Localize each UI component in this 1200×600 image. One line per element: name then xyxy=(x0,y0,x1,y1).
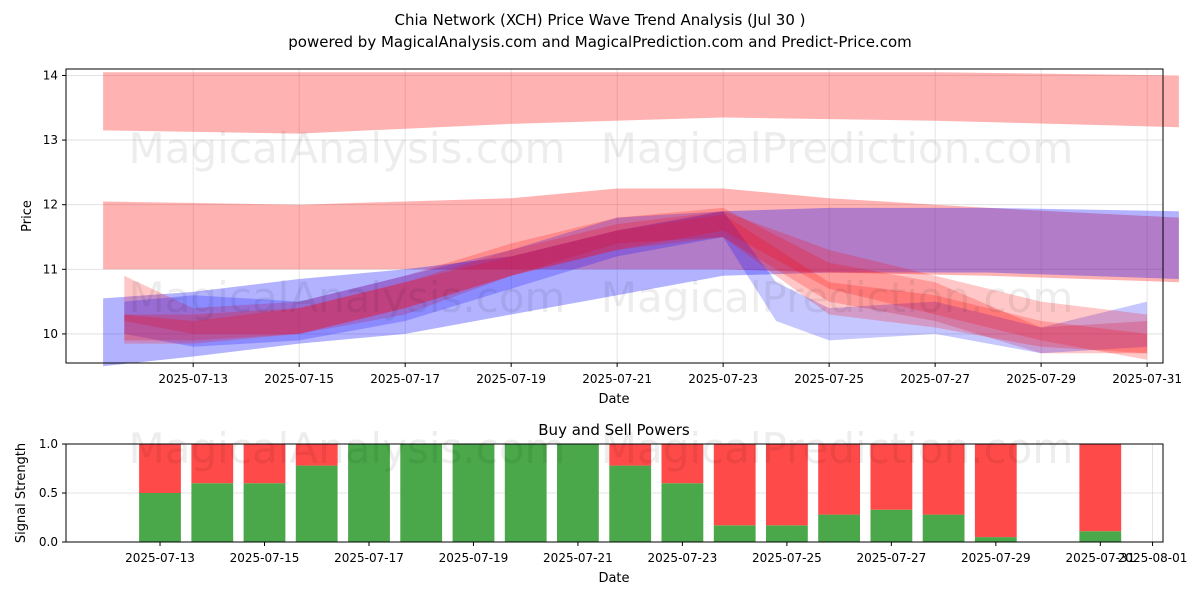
sell-bar xyxy=(922,444,965,515)
buy-bar xyxy=(661,483,704,542)
x-tick-label: 2025-08-01 xyxy=(1118,551,1188,565)
watermark-text: MagicalAnalysis.com xyxy=(129,273,566,322)
buy-bar xyxy=(191,483,234,542)
buy-bar xyxy=(139,493,181,542)
x-tick-label: 2025-07-19 xyxy=(439,551,509,565)
wave-band-red xyxy=(124,211,1148,360)
x-tick-label: 2025-07-23 xyxy=(648,551,718,565)
sell-bar xyxy=(139,444,181,493)
x-tick-label: 2025-07-17 xyxy=(334,551,404,565)
watermark-text: MagicalPrediction.com xyxy=(601,424,1074,473)
chart-title: Chia Network (XCH) Price Wave Trend Anal… xyxy=(394,11,805,29)
chart-subtitle: powered by MagicalAnalysis.com and Magic… xyxy=(288,33,912,51)
price-plot-frame xyxy=(65,68,1164,364)
wave-band-red xyxy=(124,207,1148,354)
x-tick-label: 2025-07-13 xyxy=(158,372,228,386)
y-tick-label: 13 xyxy=(43,133,58,147)
buy-bar xyxy=(870,509,913,542)
x-tick-label: 2025-07-29 xyxy=(961,551,1031,565)
y-tick-label: 0.5 xyxy=(39,486,58,500)
y-tick-label: 14 xyxy=(43,68,58,82)
x-tick-label: 2025-07-23 xyxy=(688,372,758,386)
x-tick-label: 2025-07-17 xyxy=(370,372,440,386)
x-tick-label: 2025-07-21 xyxy=(543,551,613,565)
sell-bar xyxy=(295,444,338,466)
watermark-text: MagicalAnalysis.com xyxy=(129,124,566,173)
x-tick-label: 2025-07-13 xyxy=(125,551,195,565)
buy-sell-y-axis-label: Signal Strength xyxy=(14,443,29,543)
buy-bar xyxy=(713,525,756,542)
buy-bar xyxy=(557,444,599,542)
sell-bar xyxy=(243,444,286,484)
x-tick-label: 2025-07-27 xyxy=(856,551,926,565)
x-tick-label: 2025-07-31 xyxy=(1065,551,1135,565)
sell-bar xyxy=(609,444,652,466)
x-tick-label: 2025-07-15 xyxy=(264,372,334,386)
x-tick-label: 2025-07-29 xyxy=(1006,372,1076,386)
wave-band-blue xyxy=(124,211,1148,354)
buy-sell-title: Buy and Sell Powers xyxy=(538,421,690,439)
watermark-text: MagicalPrediction.com xyxy=(601,273,1074,322)
x-tick-label: 2025-07-21 xyxy=(582,372,652,386)
wave-band-red xyxy=(103,188,1179,283)
x-tick-label: 2025-07-19 xyxy=(476,372,546,386)
buy-bar xyxy=(295,465,338,542)
sell-bar xyxy=(191,444,234,484)
wave-band-red xyxy=(124,214,1148,354)
buy-bar xyxy=(348,444,390,542)
buy-sell-x-axis-label: Date xyxy=(598,571,629,586)
y-tick-label: 1.0 xyxy=(39,437,58,451)
x-tick-label: 2025-07-15 xyxy=(230,551,300,565)
buy-bar xyxy=(400,444,443,542)
y-tick-label: 0.0 xyxy=(39,535,58,549)
sell-bar xyxy=(818,444,860,515)
buy-bar xyxy=(452,444,495,542)
x-tick-label: 2025-07-27 xyxy=(900,372,970,386)
price-wave-panel: MagicalAnalysis.com MagicalPrediction.co… xyxy=(20,68,1182,407)
sell-bar xyxy=(661,444,704,484)
sell-bar xyxy=(1079,444,1122,532)
buy-bar xyxy=(609,465,652,542)
x-tick-label: 2025-07-25 xyxy=(794,372,864,386)
x-tick-label: 2025-07-31 xyxy=(1112,372,1182,386)
sell-bar xyxy=(870,444,913,510)
x-tick-label: 2025-07-25 xyxy=(752,551,822,565)
y-tick-label: 10 xyxy=(43,327,58,341)
sell-bar xyxy=(974,444,1017,538)
price-x-axis-label: Date xyxy=(598,392,629,407)
wave-band-blue xyxy=(103,207,1179,367)
buy-bar xyxy=(766,525,808,542)
buy-bar xyxy=(974,537,1017,542)
buy-bar xyxy=(818,514,860,542)
y-tick-label: 12 xyxy=(43,198,58,212)
buy-bar xyxy=(243,483,286,542)
price-y-axis-label: Price xyxy=(20,200,35,232)
sell-bar xyxy=(713,444,756,526)
buy-bar xyxy=(504,444,547,542)
wave-band-red xyxy=(103,72,1179,134)
buy-bar xyxy=(922,514,965,542)
watermark-text: MagicalAnalysis.com xyxy=(129,424,566,473)
buy-sell-panel: Buy and Sell Powers MagicalAnalysis.com … xyxy=(14,421,1187,586)
sell-bar xyxy=(766,444,808,526)
buy-bar xyxy=(1079,531,1122,542)
y-tick-label: 11 xyxy=(43,262,58,276)
watermark-text: MagicalPrediction.com xyxy=(601,124,1074,173)
